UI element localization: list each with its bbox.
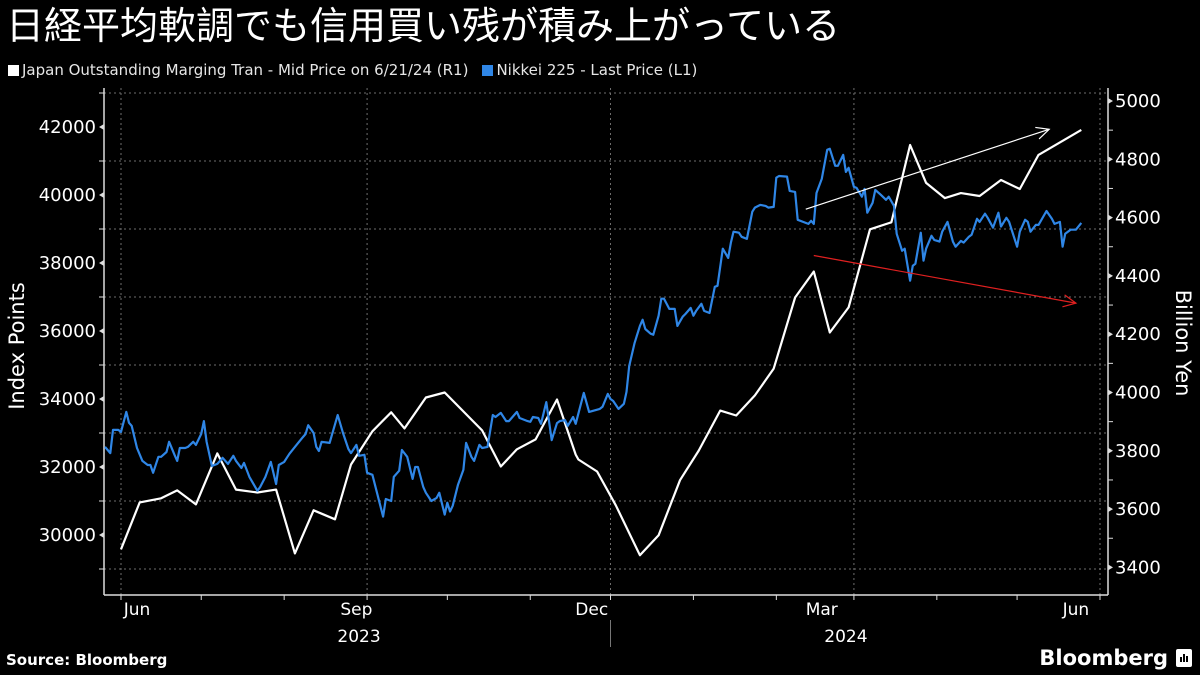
series-lines <box>104 128 1083 557</box>
legend-item-margin: Japan Outstanding Marging Tran - Mid Pri… <box>8 60 468 80</box>
left-tick-label: 38000 <box>39 253 96 274</box>
left-tick-marker <box>99 396 104 402</box>
right-tick-marker <box>1108 156 1113 163</box>
left-tick-label: 42000 <box>39 117 96 138</box>
legend-item-nikkei: Nikkei 225 - Last Price (L1) <box>482 60 697 80</box>
source-note: Source: Bloomberg <box>6 651 168 669</box>
x-month-label: Dec <box>575 600 608 620</box>
left-tick-marker <box>99 260 104 266</box>
x-year-label: 2024 <box>824 627 867 647</box>
x-month-label: Jun <box>123 600 151 620</box>
right-tick-marker <box>1108 214 1113 221</box>
left-tick-marker <box>99 532 104 538</box>
right-tick-label: 3800 <box>1115 441 1161 462</box>
left-tick-marker <box>99 464 104 470</box>
arrowhead-icon <box>1035 126 1051 140</box>
right-tick-label: 3400 <box>1115 557 1161 578</box>
right-tick-marker <box>1108 331 1113 338</box>
left-tick-label: 40000 <box>39 185 96 206</box>
right-tick-label: 4600 <box>1115 208 1161 229</box>
legend-label-nikkei: Nikkei 225 - Last Price (L1) <box>496 61 698 79</box>
bloomberg-chart-icon <box>1176 649 1192 667</box>
right-tick-marker <box>1108 98 1113 104</box>
trend-arrow-shaft <box>805 128 1050 210</box>
right-tick-label: 5000 <box>1115 91 1161 112</box>
right-tick-label: 4000 <box>1115 383 1161 404</box>
left-axis-title: Index Points <box>5 282 29 410</box>
arrowhead-icon <box>1062 294 1078 308</box>
trend-arrows <box>805 126 1078 308</box>
x-month-label: Mar <box>806 600 838 620</box>
left-tick-label: 32000 <box>39 457 96 478</box>
legend-label-margin: Japan Outstanding Marging Tran - Mid Pri… <box>22 61 469 79</box>
right-tick-marker <box>1108 564 1113 571</box>
legend-swatch-white <box>8 64 19 76</box>
x-year-label: 2023 <box>337 627 380 647</box>
right-tick-label: 3600 <box>1115 499 1161 520</box>
left-tick-marker <box>99 192 104 198</box>
left-tick-label: 36000 <box>39 321 96 342</box>
right-tick-marker <box>1108 272 1113 279</box>
left-tick-label: 34000 <box>39 389 96 410</box>
trend-arrow-shaft <box>813 254 1077 304</box>
right-tick-marker <box>1108 447 1113 454</box>
grid-lines <box>104 88 1108 595</box>
x-month-label: Sep <box>340 600 372 620</box>
chart-title: 日経平均軟調でも信用買い残が積み上がっている <box>6 4 841 48</box>
brand-text: Bloomberg <box>1039 646 1168 670</box>
left-tick-label: 30000 <box>39 525 96 546</box>
x-month-label: Jun <box>1062 600 1090 620</box>
right-tick-marker <box>1108 506 1113 513</box>
bloomberg-logo: Bloomberg <box>1039 646 1192 670</box>
axes: 30000 32000 34000 36000 38000 40000 42000 3400 3… <box>39 88 1161 647</box>
right-tick-label: 4400 <box>1115 266 1161 287</box>
nikkei-line <box>104 147 1083 518</box>
legend: Japan Outstanding Marging Tran - Mid Pri… <box>8 60 711 80</box>
left-tick-marker <box>99 124 104 130</box>
right-tick-marker <box>1108 389 1113 396</box>
margin-balance-line <box>119 128 1082 557</box>
right-tick-label: 4200 <box>1115 324 1161 345</box>
left-tick-marker <box>99 328 104 334</box>
right-tick-label: 4800 <box>1115 149 1161 170</box>
right-axis-title: Billion Yen <box>1171 290 1195 397</box>
legend-swatch-blue <box>482 64 494 76</box>
